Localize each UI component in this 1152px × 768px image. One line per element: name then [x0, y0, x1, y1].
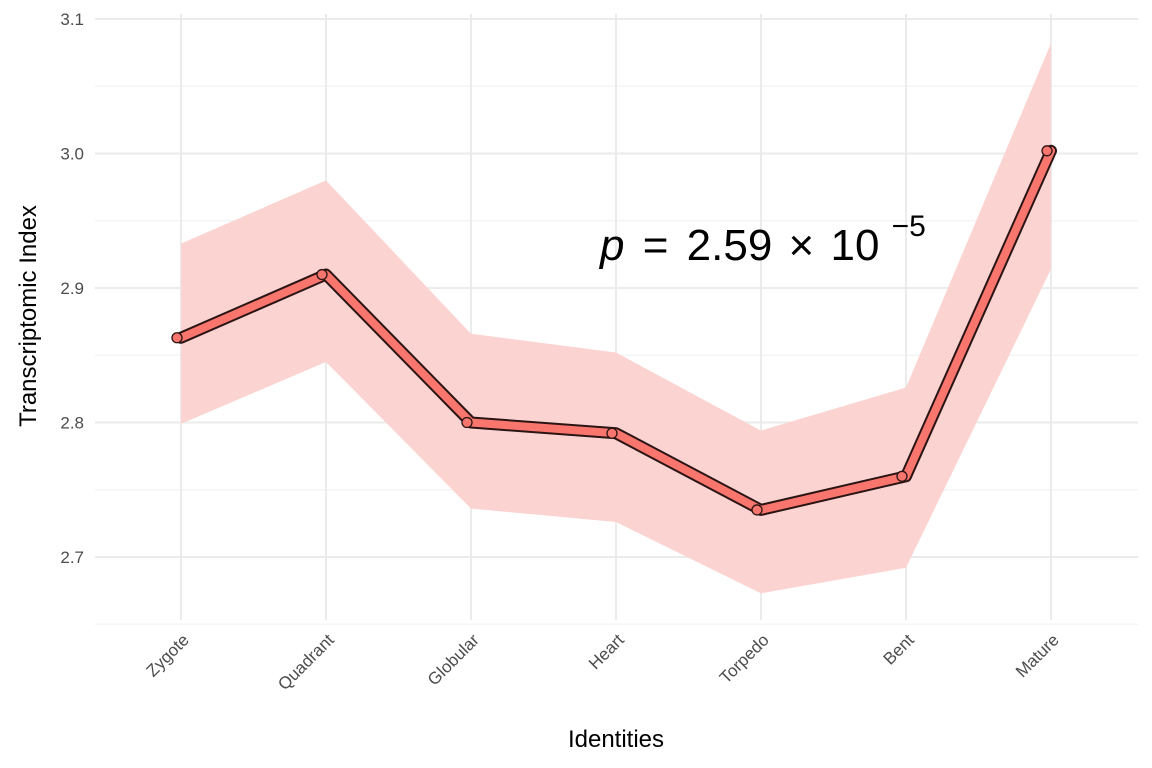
x-tick-labels: Zygote Quadrant Globular Heart Torpedo Bent Ma…	[143, 630, 1063, 694]
x-tick-label: Mature	[1012, 630, 1063, 681]
x-tick-label: Heart	[585, 630, 628, 673]
data-point	[316, 268, 328, 281]
data-point	[606, 427, 618, 439]
y-tick-labels: 2.7 2.8 2.9 3.0 3.1	[60, 10, 84, 567]
y-tick-label: 3.1	[60, 10, 84, 29]
x-tick-label: Globular	[424, 630, 483, 689]
times-sign: ×	[789, 221, 815, 270]
y-tick-label: 2.7	[60, 548, 84, 567]
x-tick-label: Bent	[880, 630, 918, 668]
x-axis-title: Identities	[568, 726, 664, 753]
p-base: 10	[830, 221, 879, 270]
data-point	[896, 470, 908, 482]
series-points	[171, 145, 1053, 516]
data-point	[751, 504, 763, 516]
data-point	[1041, 145, 1053, 157]
y-tick-label: 2.8	[60, 414, 84, 433]
y-tick-label: 3.0	[60, 145, 84, 164]
x-tick-label: Torpedo	[716, 630, 773, 687]
confidence-band	[181, 43, 1051, 594]
y-axis-title: Transcriptomic Index	[15, 205, 42, 427]
data-point	[171, 332, 183, 344]
p-symbol: p	[598, 221, 624, 270]
p-exponent: −5	[892, 210, 926, 243]
y-tick-label: 2.9	[60, 279, 84, 298]
p-value-annotation: p = 2.59 × 10 −5	[598, 210, 926, 270]
x-tick-label: Zygote	[143, 630, 193, 680]
ci-band	[181, 43, 1051, 594]
p-mantissa: 2.59	[687, 221, 773, 270]
x-tick-label: Quadrant	[274, 630, 338, 694]
data-point	[461, 416, 473, 429]
equals-sign: =	[643, 221, 669, 270]
